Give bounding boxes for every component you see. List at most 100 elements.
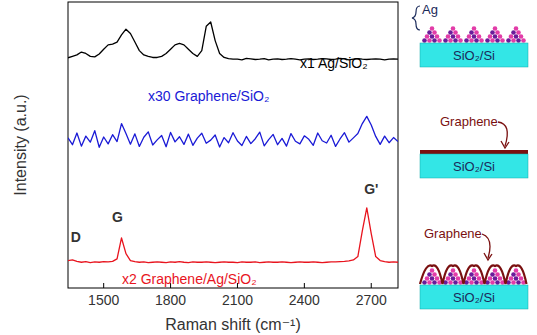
substrate	[420, 154, 528, 178]
arrow	[482, 234, 490, 258]
ag-particle	[498, 34, 503, 39]
ag-particle	[448, 280, 453, 285]
ag-particle	[451, 276, 456, 281]
ag-particle	[514, 34, 519, 39]
figure: 15001800210024002700Raman shift (cm⁻¹)In…	[0, 0, 537, 335]
ag-particle	[498, 276, 503, 281]
peak-label: G'	[364, 181, 378, 197]
ag-particle	[474, 30, 479, 35]
substrate-label: SiO₂/Si	[453, 48, 495, 63]
ag-particle	[467, 34, 472, 39]
ag-particle	[446, 276, 451, 281]
ag-particle	[490, 38, 495, 43]
ag-particle	[519, 34, 524, 39]
ag-particle	[453, 30, 458, 35]
ag-particle	[453, 38, 458, 43]
panel-label: Graphene	[424, 226, 482, 241]
schematic: Ag SiO₂/Si Graphene SiO₂/Si Graphene SiO₂/Si	[412, 2, 528, 309]
ag-particle	[427, 30, 432, 35]
ag-particle	[464, 38, 469, 43]
ag-particle	[422, 38, 427, 43]
ag-particle	[474, 38, 479, 43]
graphene-wavy	[420, 265, 527, 284]
substrate	[420, 285, 528, 309]
ag-particle	[495, 272, 500, 277]
ag-particle	[430, 276, 435, 281]
ag-particle	[485, 38, 490, 43]
ag-particle	[488, 276, 493, 281]
ag-particle	[435, 34, 440, 39]
ag-particle	[432, 272, 437, 277]
ag-particle	[521, 38, 526, 43]
ag-particle	[437, 38, 442, 43]
ag-particle	[516, 280, 521, 285]
ag-particle	[427, 280, 432, 285]
spectrum-line	[68, 208, 398, 263]
ag-particle	[490, 30, 495, 35]
ag-particle	[493, 34, 498, 39]
ag-particle	[435, 276, 440, 281]
ag-particle	[448, 30, 453, 35]
ag-particle	[511, 38, 516, 43]
ag-particle	[472, 268, 477, 273]
ag-particle	[488, 34, 493, 39]
ag-particle	[474, 280, 479, 285]
panel-label: Graphene	[440, 114, 498, 129]
ag-particle	[511, 272, 516, 277]
x-tick	[371, 283, 372, 288]
ag-particle	[493, 268, 498, 273]
plot-frame	[68, 2, 398, 288]
x-axis-title: Raman shift (cm⁻¹)	[165, 316, 301, 333]
ag-particle	[451, 34, 456, 39]
ag-particle	[495, 30, 500, 35]
x-tick-label: 1500	[88, 292, 119, 308]
ag-particle	[456, 276, 461, 281]
ag-particle	[472, 276, 477, 281]
ag-particle	[514, 276, 519, 281]
ag-particle	[432, 280, 437, 285]
ag-particle	[430, 268, 435, 273]
graphene-layer	[420, 150, 528, 154]
x-tick	[103, 283, 104, 288]
ag-particle	[490, 280, 495, 285]
ag-particle	[495, 38, 500, 43]
substrate-label: SiO₂/Si	[453, 290, 495, 305]
ag-particle	[469, 38, 474, 43]
ag-particle	[448, 38, 453, 43]
substrate	[420, 43, 528, 67]
ag-particle	[451, 268, 456, 273]
ag-particle	[451, 26, 456, 31]
bracket	[412, 6, 420, 30]
ag-particle	[453, 280, 458, 285]
x-tick-label: 1800	[155, 292, 186, 308]
ag-particle	[477, 34, 482, 39]
ag-particle	[427, 272, 432, 277]
spectrum-line	[68, 116, 398, 147]
ag-particle	[425, 276, 430, 281]
ag-particle	[430, 26, 435, 31]
ag-particle	[469, 30, 474, 35]
ag-particle	[443, 38, 448, 43]
ag-particle	[490, 272, 495, 277]
ag-particle	[472, 26, 477, 31]
plot-lines	[68, 22, 398, 263]
ag-particle	[514, 26, 519, 31]
substrate-label: SiO₂/Si	[453, 159, 495, 174]
ag-particle	[500, 38, 505, 43]
series-label: x2 Graphene/Ag/SiO₂	[122, 271, 257, 287]
ag-particle	[422, 280, 427, 285]
arrow-head	[501, 141, 509, 148]
ag-particle	[430, 34, 435, 39]
x-tick-label: 2400	[289, 292, 320, 308]
peak-label: D	[71, 229, 81, 245]
panel-label: Ag	[422, 2, 438, 17]
ag-particle	[472, 34, 477, 39]
ag-particle	[506, 38, 511, 43]
x-tick-label: 2700	[356, 292, 387, 308]
ag-particle	[425, 34, 430, 39]
y-axis-title: Intensity (a.u.)	[12, 94, 29, 195]
ag-particle	[432, 30, 437, 35]
ag-particle	[495, 280, 500, 285]
ag-particle	[474, 272, 479, 277]
series-label: x1 Ag/SiO₂	[300, 55, 368, 71]
